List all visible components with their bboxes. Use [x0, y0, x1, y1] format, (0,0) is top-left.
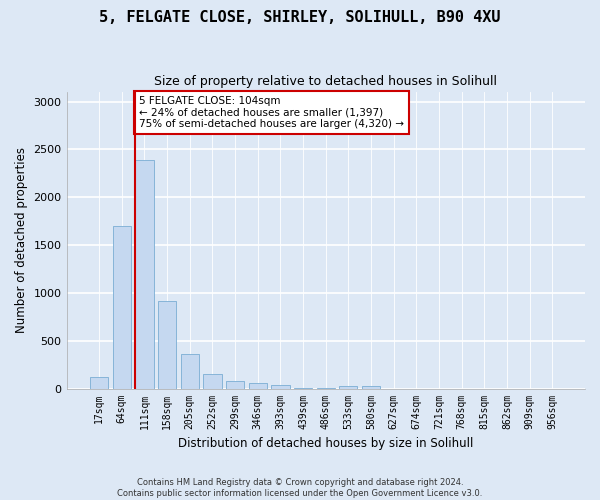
Bar: [226, 381, 244, 388]
X-axis label: Distribution of detached houses by size in Solihull: Distribution of detached houses by size …: [178, 437, 473, 450]
Bar: [249, 384, 267, 388]
Bar: [203, 374, 221, 388]
Y-axis label: Number of detached properties: Number of detached properties: [15, 147, 28, 333]
Bar: [271, 384, 290, 388]
Title: Size of property relative to detached houses in Solihull: Size of property relative to detached ho…: [154, 75, 497, 88]
Text: Contains HM Land Registry data © Crown copyright and database right 2024.
Contai: Contains HM Land Registry data © Crown c…: [118, 478, 482, 498]
Bar: [136, 160, 154, 388]
Bar: [340, 386, 358, 388]
Text: 5 FELGATE CLOSE: 104sqm
← 24% of detached houses are smaller (1,397)
75% of semi: 5 FELGATE CLOSE: 104sqm ← 24% of detache…: [139, 96, 404, 129]
Text: 5, FELGATE CLOSE, SHIRLEY, SOLIHULL, B90 4XU: 5, FELGATE CLOSE, SHIRLEY, SOLIHULL, B90…: [99, 10, 501, 25]
Bar: [362, 386, 380, 388]
Bar: [158, 302, 176, 388]
Bar: [90, 377, 108, 388]
Bar: [113, 226, 131, 388]
Bar: [181, 354, 199, 388]
